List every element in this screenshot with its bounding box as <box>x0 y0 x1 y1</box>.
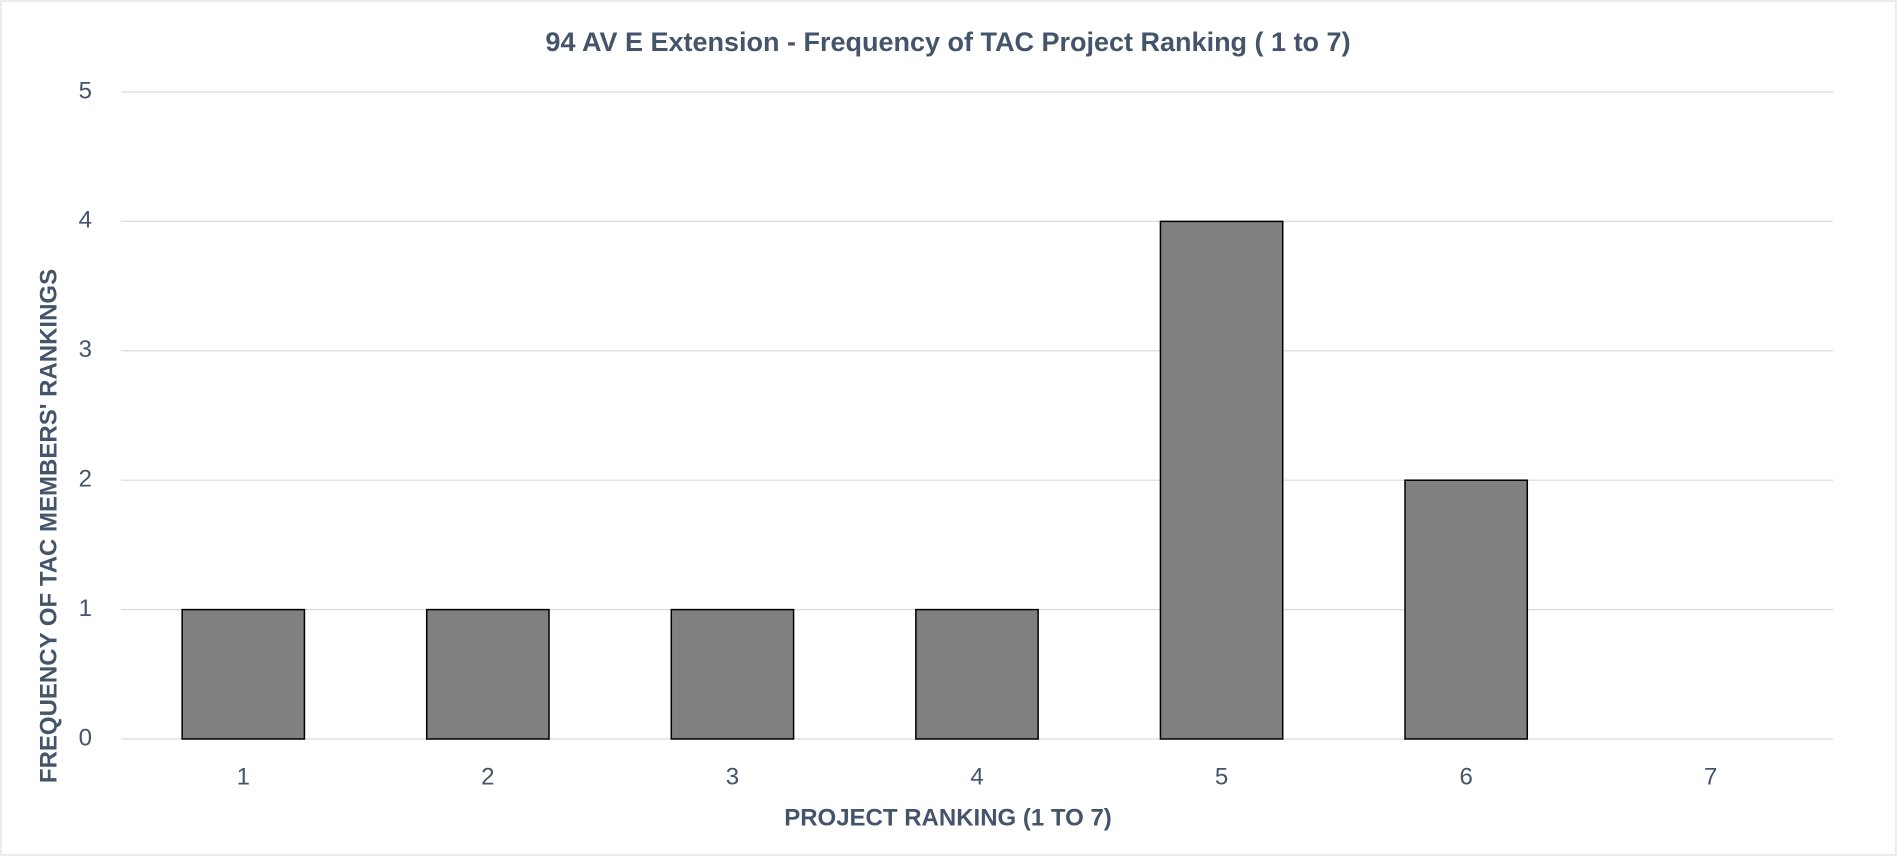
bar <box>915 608 1039 740</box>
y-tick-label: 5 <box>79 77 92 104</box>
y-tick-label: 1 <box>79 595 92 622</box>
bar <box>670 608 795 740</box>
y-axis-title: FREQUENCY OF TAC MEMBERS' RANKINGS <box>35 269 62 783</box>
x-tick-label: 3 <box>726 763 739 790</box>
chart-title: 94 AV E Extension - Frequency of TAC Pro… <box>545 27 1350 57</box>
bar <box>181 608 306 740</box>
x-tick-label: 4 <box>970 763 983 790</box>
x-tick-label: 1 <box>237 763 250 790</box>
bar <box>1159 220 1284 740</box>
y-tick-label: 3 <box>79 336 92 363</box>
x-tick-label: 5 <box>1215 763 1228 790</box>
x-tick-label: 6 <box>1459 763 1472 790</box>
y-tick-label: 2 <box>79 466 92 493</box>
x-axis-title: PROJECT RANKING (1 TO 7) <box>784 804 1112 831</box>
bar <box>1404 479 1529 740</box>
y-tick-label: 4 <box>79 207 92 234</box>
x-tick-label: 2 <box>481 763 494 790</box>
y-tick-label: 0 <box>79 724 92 751</box>
x-tick-label: 7 <box>1704 763 1717 790</box>
bar <box>425 608 550 740</box>
